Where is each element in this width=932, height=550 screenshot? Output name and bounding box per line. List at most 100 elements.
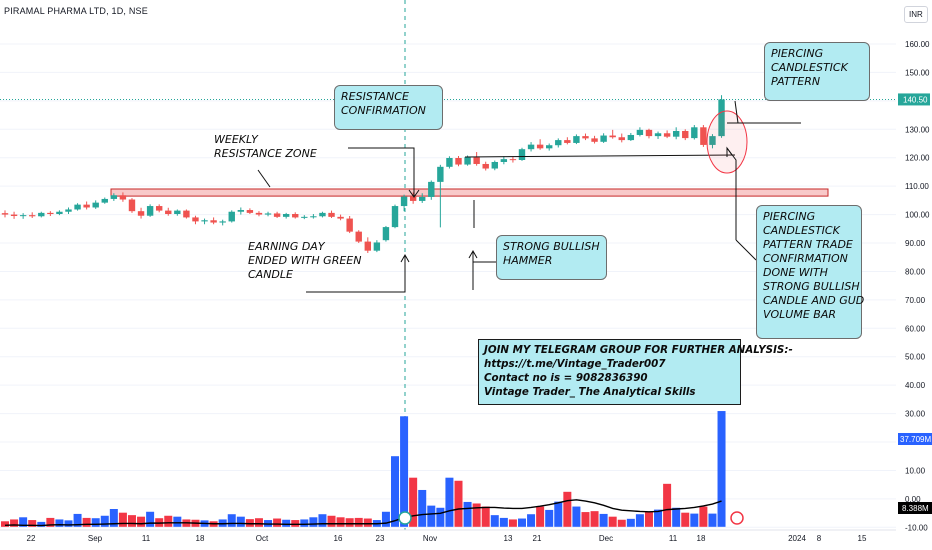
volume-ma-label: 8.388M — [902, 504, 929, 513]
volume-badge — [898, 433, 932, 445]
candle-body — [29, 215, 36, 217]
candle-body — [255, 212, 263, 215]
candle-body — [500, 159, 508, 162]
candle-body — [219, 221, 226, 223]
candle-body — [183, 210, 190, 218]
price-tick-label: 60.00 — [905, 324, 926, 333]
volume-bar — [699, 506, 708, 527]
candle-body — [600, 135, 607, 142]
volume-bar — [318, 514, 327, 527]
candle-body — [627, 134, 635, 141]
time-tick-label: Sep — [88, 534, 103, 543]
volume-bar — [236, 516, 245, 527]
telegram-line-3: Contact no is = 9082836390 — [484, 372, 648, 384]
volume-bar — [109, 509, 118, 527]
candle-body — [210, 220, 217, 223]
candle-body — [654, 133, 662, 137]
volume-bar — [445, 477, 454, 527]
volume-bar — [608, 516, 617, 527]
price-tick-label: 30.00 — [905, 410, 926, 419]
volume-bar — [164, 515, 173, 527]
volume-bar — [572, 506, 581, 527]
candle-body — [74, 204, 81, 210]
time-tick-label: 2024 — [788, 534, 806, 543]
time-axis[interactable]: 22 Sep 11 18 Oct 16 23 Nov 13 21 Dec 11 18 2024 8 15 — [0, 511, 896, 543]
candle-body — [518, 149, 526, 160]
candle-body — [718, 99, 725, 137]
volume-bar — [690, 513, 699, 527]
earning-day-label: EARNING DAY ENDED WITH GREEN CANDLE — [248, 240, 362, 281]
volume-bar — [10, 519, 19, 527]
volume-bar — [581, 512, 590, 527]
volume-bar — [427, 505, 436, 527]
candle-body — [409, 196, 417, 201]
volume-bar — [654, 509, 663, 527]
candle-body — [491, 161, 498, 169]
volume-bar — [245, 519, 254, 527]
time-tick-label: 21 — [533, 534, 542, 543]
confirmation-arrowhead — [408, 189, 420, 198]
volume-bar — [273, 518, 282, 527]
candle-body — [645, 129, 653, 137]
candle-body — [373, 242, 381, 251]
volume-bar — [28, 520, 37, 527]
price-tick-label: 120.00 — [905, 154, 930, 163]
time-tick-label: 16 — [334, 534, 343, 543]
candle-body — [564, 140, 571, 143]
candle-body — [319, 212, 326, 217]
price-tick-label: 10.00 — [905, 466, 926, 475]
candle-body — [446, 158, 453, 167]
currency-badge[interactable]: INR — [904, 6, 928, 23]
candle-body — [301, 216, 308, 218]
volume-bar — [599, 513, 608, 527]
candle-body — [38, 212, 45, 217]
time-tick-label: 22 — [27, 534, 36, 543]
candle-body — [591, 138, 598, 142]
resistance-zone — [110, 188, 829, 197]
volume-bar — [463, 501, 472, 527]
weekly-resistance-label: WEEKLY RESISTANCE ZONE — [214, 133, 317, 160]
candle-body — [56, 211, 63, 215]
candle-body — [527, 144, 535, 150]
support-line — [464, 154, 736, 158]
volume-bar — [309, 517, 318, 527]
volume-bar — [91, 518, 100, 527]
volume-bar — [454, 480, 463, 527]
volume-bar — [517, 518, 526, 527]
volume-bar — [681, 512, 690, 527]
price-tick-label: 40.00 — [905, 381, 926, 390]
volume-bar — [708, 513, 717, 527]
candle-body — [101, 198, 108, 203]
volume-bar — [345, 518, 354, 527]
candle-body — [700, 127, 707, 145]
time-tick-label: 18 — [697, 534, 706, 543]
candle-body — [609, 135, 616, 138]
time-tick-label: 8 — [817, 534, 822, 543]
candle-body — [355, 231, 362, 242]
volume-bar — [55, 519, 64, 527]
time-tick-label: Oct — [256, 534, 269, 543]
candle-body — [292, 214, 299, 218]
time-tick-label: 11 — [142, 534, 151, 543]
volume-label: 37.709M — [900, 435, 931, 444]
candle-body — [237, 210, 245, 212]
earning-arrowhead — [400, 253, 410, 263]
time-tick-label: 18 — [196, 534, 205, 543]
volume-bar — [554, 501, 563, 527]
volume-bar — [46, 517, 55, 527]
volume-bar — [626, 518, 635, 527]
candle-body — [382, 227, 390, 241]
volume-bar — [663, 483, 672, 527]
price-axis[interactable]: 160.00150.00140.00130.00120.00110.00100.… — [898, 40, 932, 532]
symbol-title: PIRAMAL PHARMA LTD, 1D, NSE — [4, 6, 148, 16]
candle-body — [391, 206, 399, 228]
volume-bar — [717, 411, 726, 527]
candle-body — [536, 144, 544, 149]
dividend-marker-icon — [730, 511, 744, 525]
candlesticks — [1, 95, 725, 253]
earnings-marker-icon — [398, 511, 412, 525]
candle-body — [582, 136, 589, 139]
volume-ma-polyline — [4, 499, 722, 527]
volume-bar — [73, 513, 82, 527]
